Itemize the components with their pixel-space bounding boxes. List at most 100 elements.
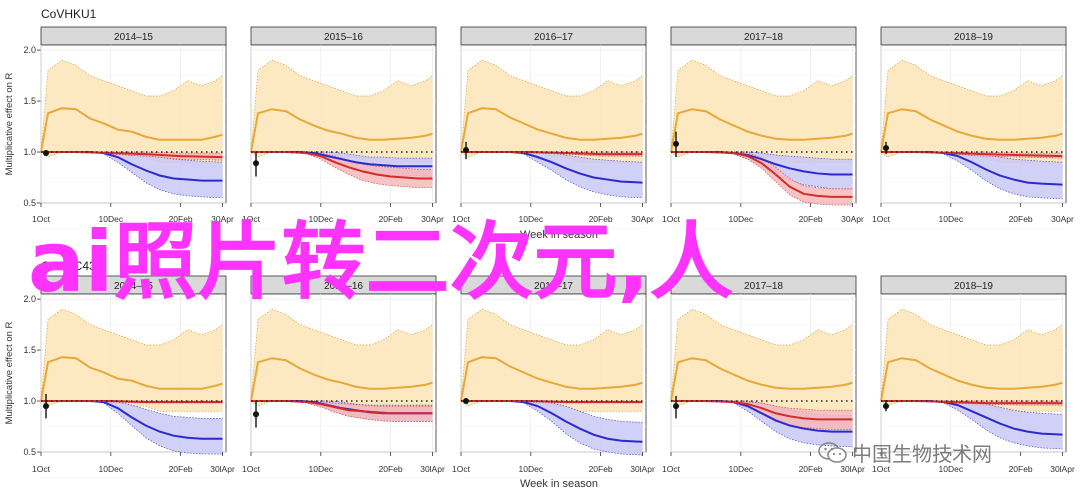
x-tick-label: 10Dec	[519, 464, 544, 474]
red-series-band-edge	[671, 151, 853, 190]
start-point	[253, 160, 259, 167]
y-tick-label: 1.5	[23, 96, 36, 106]
red-series-band-edge	[881, 151, 1063, 159]
red-series-line	[461, 151, 643, 156]
x-tick-label: 1Oct	[242, 464, 261, 474]
x-tick-label: 30lApr	[210, 464, 235, 474]
blue-series-band	[881, 401, 1063, 449]
start-point	[463, 146, 469, 153]
reference-series-line	[40, 107, 223, 153]
facet-label: 2016–17	[534, 281, 573, 292]
reference-series-band-edge	[40, 59, 223, 153]
y-axis-label: Multiplicative effect on R	[4, 72, 15, 175]
reference-series-band	[671, 60, 853, 163]
red-series-band-edge	[671, 400, 853, 411]
x-tick-label: 1Oct	[452, 214, 471, 224]
reference-series-band-edge	[460, 59, 643, 153]
x-tick-label: 20Feb	[589, 214, 613, 224]
red-series-band-edge	[461, 400, 643, 404]
reference-series-band-edge	[250, 59, 433, 153]
red-series-band-edge	[881, 400, 1063, 406]
overlay-caption: ai照片转二次元,人	[28, 213, 734, 311]
chart-block-2: CoVOC43 Multiplicative effect on R Week in…	[4, 259, 1075, 490]
facet-2014–15: 2014–15 1Oct 10Dec 20Feb 30Apr	[32, 26, 234, 229]
reference-series-band-edge	[40, 308, 223, 402]
reference-series-band	[41, 60, 223, 163]
red-series-line	[881, 400, 1063, 405]
red-series-line	[251, 400, 433, 415]
x-tick-label: 1Oct	[872, 464, 891, 474]
reference-series-band-edge	[460, 308, 643, 402]
start-point	[463, 398, 469, 405]
x-axis-label: Week in season	[520, 478, 598, 490]
red-series-line	[881, 151, 1063, 158]
reference-series-band-edge	[880, 308, 1063, 402]
x-tick-label: 10Dec	[99, 464, 124, 474]
reference-series-band-edge	[670, 308, 853, 402]
start-point	[253, 411, 259, 418]
red-series-band-edge	[41, 400, 223, 404]
chart-title: CoVOC43	[41, 259, 96, 273]
red-series-line	[41, 151, 223, 159]
x-tick-label: 20Feb	[169, 464, 193, 474]
reference-series-band	[881, 60, 1063, 163]
x-tick-label: 30Apr	[631, 214, 654, 224]
y-tick-label: 0.5	[23, 447, 36, 457]
facet-2016–17: 2016–17 1Oct 10Dec 20Feb 30lApr	[452, 275, 655, 478]
x-tick-label: 20Feb	[379, 214, 403, 224]
x-tick-label: 20Feb	[379, 464, 403, 474]
red-series-band	[251, 152, 433, 188]
reference-series-band	[881, 309, 1063, 412]
x-tick-label: 10Dec	[309, 464, 334, 474]
reference-series-band	[251, 309, 433, 412]
x-tick-label: 30lApr	[420, 464, 445, 474]
x-tick-label: 1Oct	[452, 464, 471, 474]
red-series-line	[251, 151, 433, 180]
reference-series-line	[880, 108, 1063, 153]
x-tick-label: 10Dec	[519, 214, 544, 224]
blue-series-band	[461, 152, 643, 198]
x-tick-label: 10Dec	[99, 214, 124, 224]
x-tick-label: 20Feb	[169, 214, 193, 224]
red-series-band	[671, 401, 853, 430]
x-tick-label: 30Apr	[1051, 214, 1074, 224]
chart-block-1: CoVHKU1 Multiplicative effect on R Week in…	[4, 7, 1074, 241]
red-series-line	[41, 400, 223, 404]
red-series-band-edge	[41, 151, 223, 154]
reference-series-band-edge	[670, 59, 853, 153]
facet-2014–15: 2014–15 1Oct 10Dec 20Feb 30lApr	[32, 275, 235, 478]
start-point	[883, 403, 889, 410]
x-tick-label: 10Dec	[939, 214, 964, 224]
y-axis-label: Multiplicative effect on R	[4, 321, 15, 424]
reference-series-line	[880, 357, 1063, 402]
x-tick-label: 10Dec	[939, 464, 964, 474]
reference-series-band-edge	[880, 59, 1063, 153]
wechat-icon	[818, 441, 847, 463]
blue-series-band	[881, 152, 1063, 199]
reference-series-line	[460, 356, 643, 402]
x-tick-label: 1Oct	[662, 214, 681, 224]
red-series-band	[41, 152, 223, 161]
reference-series-line	[250, 357, 433, 402]
x-tick-label: 1Oct	[32, 464, 51, 474]
y-tick-label: 2.0	[23, 294, 36, 304]
reference-series-line	[460, 107, 643, 153]
x-tick-label: 20Feb	[799, 464, 823, 474]
reference-series-band-edge	[250, 308, 433, 402]
facet-label: 2014–15	[114, 32, 153, 43]
red-series-line	[671, 151, 853, 198]
x-tick-label: 1Oct	[32, 214, 51, 224]
x-tick-label: 30lApr	[1050, 464, 1075, 474]
reference-series-band	[671, 309, 853, 412]
y-tick-label: 0.5	[23, 198, 36, 208]
y-tick-label: 1.5	[23, 345, 36, 355]
facet-label: 2017–18	[744, 32, 783, 43]
x-tick-label: 10Dec	[729, 214, 754, 224]
facet-2017–18: 2017–18 1Oct 10Dec 20Feb 30Apr	[662, 26, 864, 229]
facet-label: 2015–16	[324, 32, 363, 43]
facet-2015–16: 2015–16 1Oct 10Dec 20Feb 30lApr	[242, 275, 445, 478]
x-tick-label: 30Apr	[841, 214, 864, 224]
red-series-band-edge	[881, 151, 1063, 154]
reference-series-band	[461, 309, 643, 412]
